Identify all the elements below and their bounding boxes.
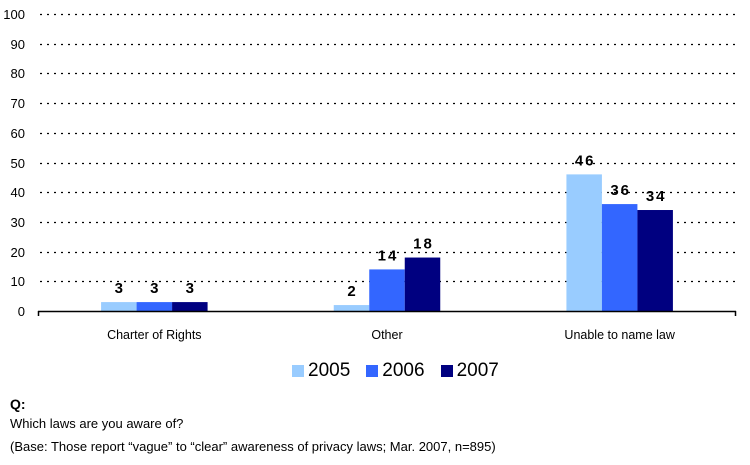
data-label: 34 [646,188,667,205]
legend-label: 2006 [382,360,425,381]
x-axis [37,310,737,316]
bar [369,269,405,311]
bar [101,302,137,311]
bars [101,174,673,311]
bar [136,302,173,311]
y-tick-label: 10 [11,274,25,289]
y-tick-label: 40 [11,185,25,200]
data-labels: 3 3 3 2 14 18 46 36 34 [115,152,667,300]
legend-label: 2005 [308,360,351,381]
question-label: Q: [10,396,26,412]
data-label: 3 [186,280,196,297]
x-tick-label: Unable to name law [564,328,675,342]
y-tick-label: 80 [11,66,25,81]
y-tick-label: 90 [11,37,25,52]
legend-swatch [292,365,304,377]
bar [566,174,602,311]
bar [333,305,370,311]
y-axis-ticks: 0 10 20 30 40 50 60 70 80 90 100 [3,7,25,319]
y-tick-label: 30 [11,215,25,230]
x-tick-label: Charter of Rights [107,328,201,342]
data-label: 18 [413,236,434,253]
bar [172,302,208,311]
legend: 2005 2006 2007 [292,360,515,382]
legend-item-2006: 2006 [366,360,425,382]
bar [404,257,441,311]
x-axis-ticks: Charter of Rights Other Unable to name law [107,328,676,342]
legend-swatch [440,365,453,377]
x-tick-label: Other [371,328,402,342]
bar [637,210,673,311]
legend-item-2007: 2007 [440,360,499,382]
y-tick-label: 0 [18,304,25,319]
bar [601,204,638,311]
legend-item-2005: 2005 [292,360,350,382]
y-tick-label: 50 [11,156,25,171]
legend-swatch [366,365,379,377]
legend-label: 2007 [456,360,499,381]
data-label: 36 [610,182,631,199]
y-tick-label: 100 [3,7,25,22]
data-label: 2 [347,283,357,300]
question-text: Which laws are you aware of? [10,416,184,431]
y-tick-label: 60 [11,126,25,141]
data-label: 14 [378,247,399,264]
y-tick-label: 70 [11,96,25,111]
bar-chart: 0 10 20 30 40 50 60 70 80 90 100 3 3 3 2 14 18 46 36 34 Ch… [3,7,737,342]
data-label: 3 [150,280,160,297]
data-label: 46 [575,152,596,169]
y-tick-label: 20 [11,245,25,260]
data-label: 3 [115,280,125,297]
base-note: (Base: Those report “vague” to “clear” a… [10,439,496,454]
